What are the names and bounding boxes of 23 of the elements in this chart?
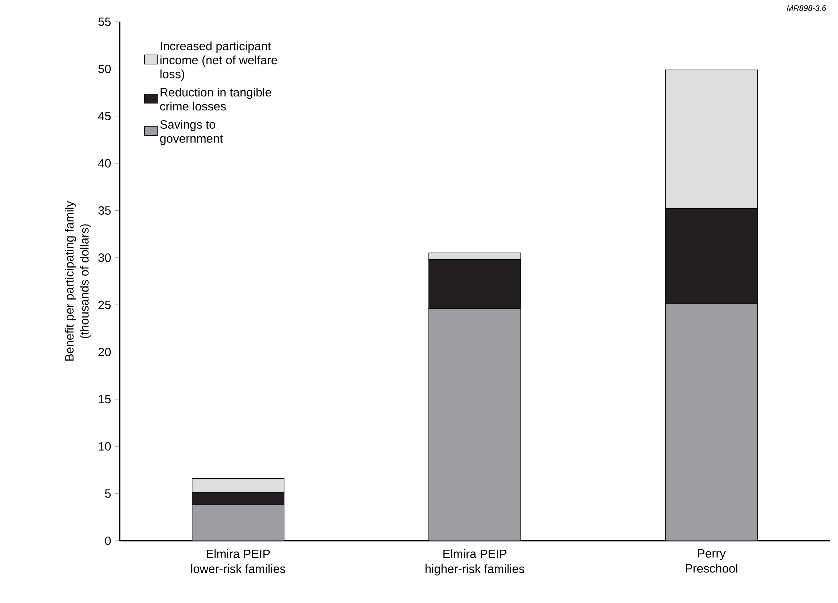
y-tick-label: 30 [98, 254, 112, 262]
y-tick-label: 40 [98, 159, 112, 168]
y-tick-label: 20 [98, 348, 112, 357]
y-axis-title: Benefit per participating family (thousands of dollars) [65, 201, 92, 361]
x-tick-label: Perry Preschool [686, 550, 738, 573]
legend-label: Increased participant income (net of welfare loss) [160, 42, 278, 81]
x-tick-label: Elmira PEIP lower-risk families [191, 550, 286, 574]
x-tick-label: Elmira PEIP higher-risk families [426, 550, 525, 576]
y-tick-label: 50 [98, 64, 112, 74]
bar [192, 504, 285, 541]
y-tick-label: 10 [99, 442, 112, 451]
bar [428, 308, 522, 541]
y-tick-label: 55 [98, 18, 111, 26]
y-tick-label: 45 [98, 112, 111, 121]
y-tick-label: 0 [105, 536, 112, 546]
text: MR898-3.6 [787, 6, 826, 12]
y-tick-label: 5 [105, 490, 111, 498]
bar [665, 304, 758, 541]
legend-label: Savings to government [160, 120, 224, 146]
y-tick-label: 35 [98, 206, 111, 215]
legend-label: Reduction in tangible crime losses [160, 88, 272, 111]
y-tick-label: 15 [99, 395, 111, 404]
y-tick-label: 25 [98, 300, 111, 310]
